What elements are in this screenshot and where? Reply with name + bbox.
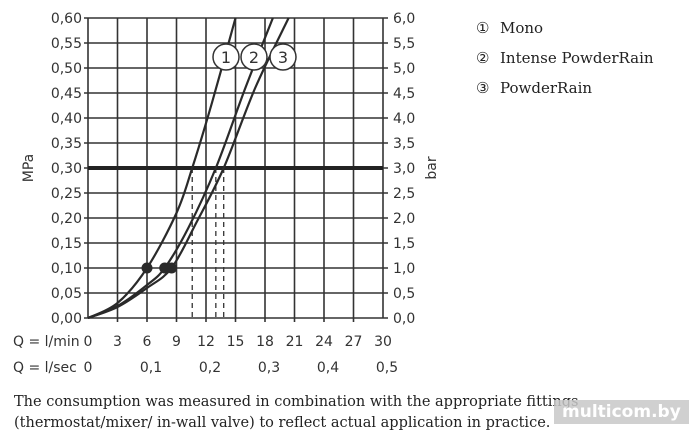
y-tick-label: 0,30 [51, 161, 82, 177]
series-line-3 [87, 17, 290, 320]
y-tick-label-right: 5,0 [393, 61, 415, 77]
y-tick-label-right: 3,5 [393, 136, 415, 152]
y-tick-label: 0,45 [51, 86, 82, 102]
x-tick-label: 12 [197, 334, 215, 350]
x-axis-label: Q = l/min [13, 334, 80, 350]
x-tick-label-secondary: 0,2 [199, 360, 221, 376]
series-dot-1 [141, 262, 153, 274]
x-tick-label: 0 [84, 334, 93, 350]
y-tick-label-right: 2,0 [393, 211, 415, 227]
y-tick-label: 0,00 [51, 311, 82, 327]
y-tick-label: 0,50 [51, 61, 82, 77]
y-tick-label-right: 4,5 [393, 86, 415, 102]
y-tick-label: 0,60 [51, 11, 82, 27]
series-label-circle-1 [212, 43, 240, 71]
x-tick-label: 18 [256, 334, 274, 350]
watermark: multicom.by [554, 400, 689, 424]
x-tick-label: 9 [172, 334, 181, 350]
legend-marker-3: ③ [476, 79, 489, 97]
y-tick-label: 0,55 [51, 36, 82, 52]
series-line-2 [87, 17, 274, 320]
x-axis-label-secondary: Q = l/sec [13, 360, 77, 376]
x-tick-label-secondary: 0 [84, 360, 93, 376]
y-tick-label: 0,35 [51, 136, 82, 152]
y-tick-label: 0,05 [51, 286, 82, 302]
x-tick-label: 15 [227, 334, 245, 350]
series-label-2: 2 [249, 48, 259, 67]
flow-pressure-chart: 0 3 6 9 12 15 18 21 24 27 300,00 0,00,05 0,50,10 1,00… [13, 11, 654, 376]
x-tick-label: 3 [113, 334, 122, 350]
caption: The consumption was measured in combinat… [14, 394, 579, 431]
x-tick-label-secondary: 0,3 [258, 360, 280, 376]
x-tick-label: 27 [345, 334, 363, 350]
x-tick-label-secondary: 0,4 [317, 360, 339, 376]
series-dot-3 [166, 262, 178, 274]
y-tick-label: 0,10 [51, 261, 82, 277]
x-tick-label-secondary: 0,1 [140, 360, 162, 376]
y-tick-label-right: 0,0 [393, 311, 415, 327]
x-tick-label-secondary: 0,5 [376, 360, 398, 376]
y-tick-label-right: 2,5 [393, 186, 415, 202]
legend-marker-1: ① [476, 19, 489, 37]
legend-label-1: Mono [500, 19, 543, 37]
y-axis-label: MPa [21, 154, 37, 182]
x-tick-label: 6 [143, 334, 152, 350]
series-label-3: 3 [278, 48, 288, 67]
series-label-circle-2 [240, 43, 268, 71]
y-tick-label: 0,15 [51, 236, 82, 252]
y-axis-label-right: bar [424, 156, 440, 179]
y-tick-label-right: 0,5 [393, 286, 415, 302]
legend-label-3: PowderRain [500, 79, 592, 97]
series-line-1 [87, 17, 237, 319]
y-tick-label: 0,40 [51, 111, 82, 127]
x-tick-label: 21 [286, 334, 304, 350]
series-label-circle-3 [269, 43, 297, 71]
x-tick-label: 30 [374, 334, 392, 350]
y-tick-label-right: 1,0 [393, 261, 415, 277]
x-tick-label: 24 [315, 334, 333, 350]
series-label-1: 1 [221, 48, 231, 67]
legend-label-2: Intense PowderRain [500, 49, 654, 67]
y-tick-label-right: 1,5 [393, 236, 415, 252]
legend-marker-2: ② [476, 49, 489, 67]
y-tick-label: 0,20 [51, 211, 82, 227]
y-tick-label-right: 4,0 [393, 111, 415, 127]
y-tick-label-right: 3,0 [393, 161, 415, 177]
y-tick-label-right: 5,5 [393, 36, 415, 52]
y-tick-label: 0,25 [51, 186, 82, 202]
y-tick-label-right: 6,0 [393, 11, 415, 27]
